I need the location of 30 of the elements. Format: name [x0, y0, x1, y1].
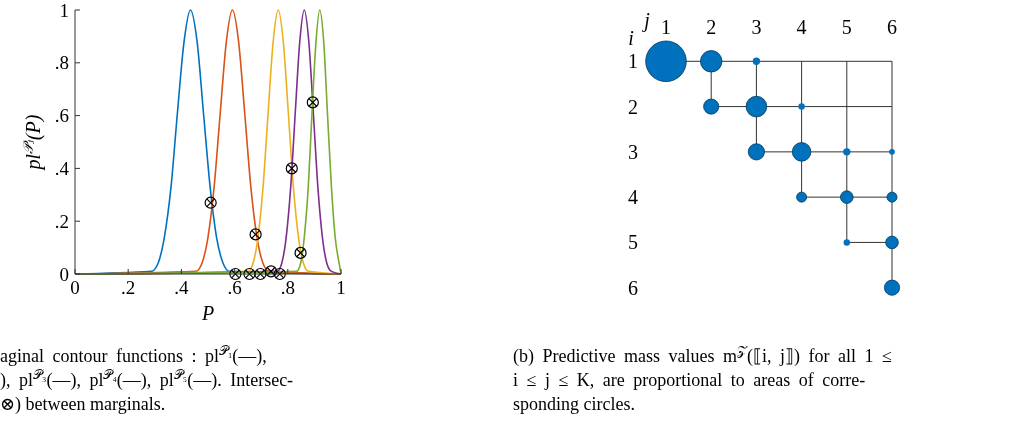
y-tick-label: 4 [628, 186, 638, 209]
x-tick-label: 5 [841, 16, 852, 38]
y-tick-label: .8 [54, 52, 69, 74]
text: i ≤ j ≤ K, are proportional to areas of corre- [513, 370, 866, 390]
x-tick-label: 1 [661, 16, 671, 38]
text: ⊗) between marginals. [0, 394, 166, 415]
y-tick-label: 1 [59, 0, 69, 21]
x-tick-label: 1 [336, 277, 346, 298]
x-axis-title: j [641, 9, 651, 32]
y-tick-label: 5 [628, 231, 638, 254]
y-tick-label: .6 [54, 105, 69, 127]
x-tick-label: .2 [121, 277, 136, 298]
x-tick-label: .4 [174, 277, 190, 298]
x-tick-label: 6 [887, 16, 897, 38]
text: (b) Predictive mass values m$^{𝒵}$(⟦i, j⟧) for all 1 ≤ [513, 344, 892, 367]
text: sponding circles. [513, 394, 635, 414]
y-tick-label: 3 [628, 140, 638, 163]
x-tick-label: 3 [751, 16, 762, 38]
text: ), pl$^{𝒫₃}$(—), pl$^{𝒫₄}$(—), pl$^{𝒫₅}$(—). Intersec- [0, 368, 294, 391]
x-tick-label: .8 [280, 277, 295, 298]
text: aginal contour functions : pl$^{𝒫₁}$(—), [0, 344, 267, 367]
x-tick-label: 4 [796, 16, 807, 38]
x-tick-label: .6 [227, 277, 242, 298]
x-tick-label: 2 [706, 16, 717, 38]
y-tick-label: .2 [54, 210, 69, 232]
y-tick-label: 2 [628, 95, 638, 118]
x-axis-title: P [200, 302, 215, 324]
y-tick-label: 1 [628, 50, 638, 73]
y-tick-label: .4 [54, 158, 70, 180]
y-axis-title: i [628, 27, 634, 49]
